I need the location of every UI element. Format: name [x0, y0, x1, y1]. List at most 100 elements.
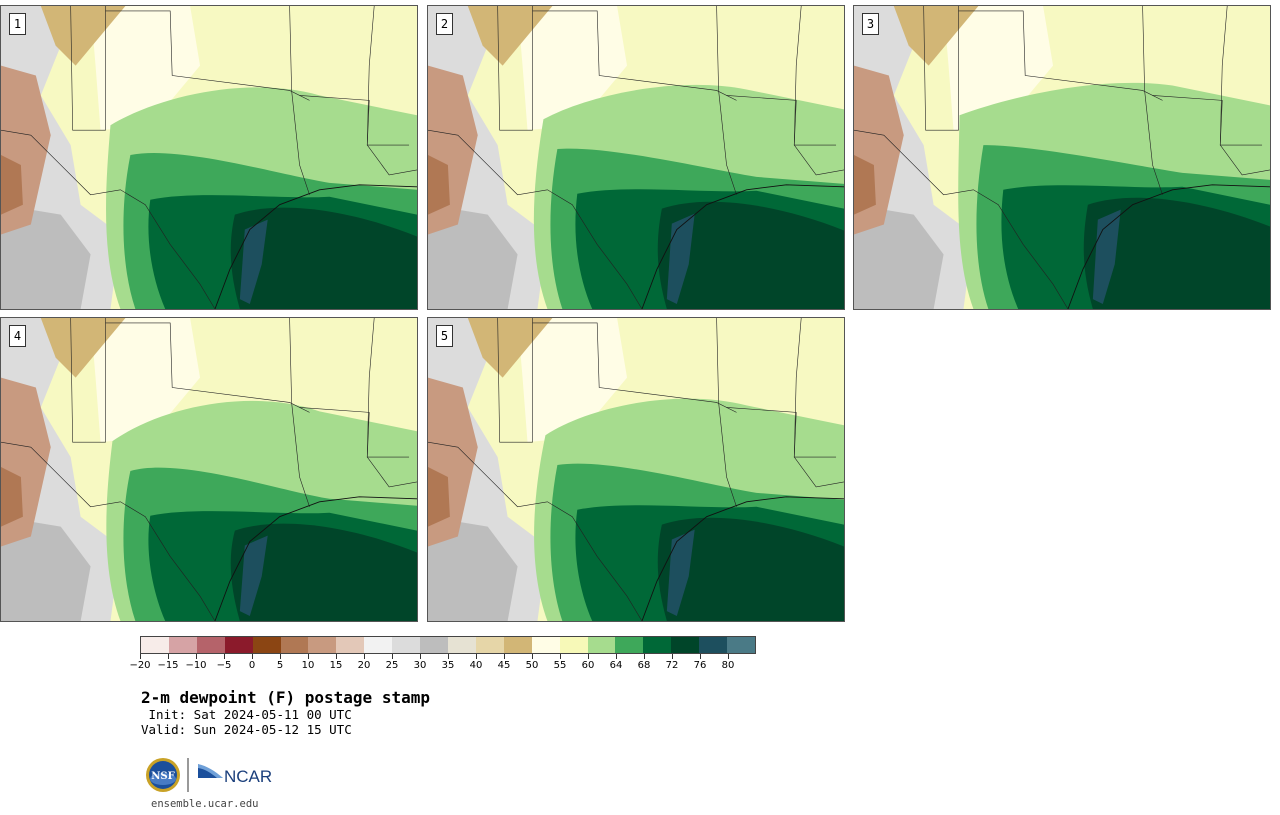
field-50 — [943, 6, 1054, 131]
colorbar-ticks: −20 −15 −10 −5 0 5 10 15 20 25 30 35 40 45 50 55 60 64 68 7… — [129, 654, 756, 676]
colorbar-swatch-17 — [615, 637, 644, 653]
colorbar-tick-label: 72 — [665, 660, 679, 671]
nsf-text: NSF — [151, 771, 174, 782]
colorbar-swatch-20 — [699, 637, 728, 653]
colorbar-tick-label: 76 — [693, 660, 707, 671]
colorbar-swatch-11 — [447, 637, 476, 653]
colorbar-tick — [700, 654, 701, 659]
field-5 — [428, 467, 450, 527]
dewpoint-map-5 — [428, 318, 844, 621]
field-45 — [467, 6, 553, 66]
nsf-ncar-logo: NSF NCAR — [146, 758, 272, 792]
stamp-panel-4: 4 — [0, 317, 418, 622]
panel-number: 1 — [9, 13, 26, 35]
colorbar-tick — [420, 654, 421, 659]
field-72 — [657, 517, 844, 621]
boundary-ok — [105, 322, 310, 413]
colorbar-tick-label: 30 — [413, 660, 427, 671]
colorbar-tick — [476, 654, 477, 659]
boundary-ok — [958, 10, 1163, 101]
colorbar-swatch-8 — [364, 637, 393, 653]
boundary-ok — [532, 322, 737, 413]
colorbar-tick-label: 0 — [248, 660, 256, 671]
colorbar-tick-label: 40 — [469, 660, 483, 671]
colorbar-tick-label: 68 — [637, 660, 651, 671]
coastline — [214, 184, 417, 309]
colorbar-swatch-4 — [252, 637, 281, 653]
page-title: 2-m dewpoint (F) postage stamp — [141, 688, 430, 707]
colorbar-tick-label: 25 — [385, 660, 399, 671]
field-72 — [657, 201, 844, 309]
field-30 — [1, 204, 91, 309]
colorbar-tick-label: 55 — [553, 660, 567, 671]
boundary-ok — [532, 10, 737, 101]
boundary-nm — [497, 6, 533, 131]
colorbar-tick-label: 50 — [525, 660, 539, 671]
boundary-ar — [726, 407, 837, 458]
boundary-tx-la — [1142, 6, 1163, 195]
field-50 — [517, 318, 628, 443]
boundary-tx-la — [289, 318, 310, 507]
field-5 — [1, 467, 23, 527]
field-45 — [467, 318, 553, 378]
field-5 — [1, 155, 23, 215]
boundary-nm — [70, 6, 106, 131]
boundary-ar — [299, 95, 410, 146]
colorbar-tick — [588, 654, 589, 659]
colorbar-tick — [140, 654, 141, 659]
colorbar-tick-label: −10 — [185, 660, 207, 671]
colorbar-tick-label: 60 — [581, 660, 595, 671]
coastline — [214, 496, 417, 621]
colorbar-tick-label: 35 — [441, 660, 455, 671]
stamp-panel-5: 5 — [427, 317, 845, 622]
field-30 — [1, 516, 91, 621]
field-50 — [517, 6, 628, 131]
boundary-rio-grande — [428, 129, 643, 309]
stamp-panel-1: 1 — [0, 5, 418, 310]
field-76 — [1092, 209, 1121, 305]
boundary-nm — [923, 6, 959, 131]
panel-number: 5 — [436, 325, 453, 347]
colorbar-tick — [448, 654, 449, 659]
boundary-ar — [726, 95, 837, 146]
colorbar-swatch-0 — [141, 637, 169, 653]
dewpoint-map-4 — [1, 318, 417, 621]
boundary-rio-grande — [1, 441, 216, 621]
boundary-rio-grande — [428, 441, 643, 621]
colorbar-swatch-7 — [336, 637, 365, 653]
colorbar-tick — [196, 654, 197, 659]
boundary-ms — [366, 6, 417, 176]
colorbar-tick — [616, 654, 617, 659]
colorbar-tick — [280, 654, 281, 659]
colorbar-tick-label: 64 — [609, 660, 623, 671]
field-45 — [40, 6, 126, 66]
field-45 — [893, 6, 979, 66]
field-5 — [428, 155, 450, 215]
colorbar-tick-label: 15 — [329, 660, 343, 671]
colorbar-tick — [560, 654, 561, 659]
colorbar — [140, 636, 756, 654]
colorbar-swatch-16 — [587, 637, 616, 653]
colorbar-tick — [644, 654, 645, 659]
colorbar-swatch-5 — [280, 637, 309, 653]
coastline — [641, 184, 844, 309]
colorbar-swatch-9 — [392, 637, 421, 653]
colorbar-tick-label: −20 — [129, 660, 151, 671]
boundary-tx-la — [716, 6, 737, 195]
colorbar-swatch-12 — [475, 637, 504, 653]
field-76 — [239, 219, 268, 305]
boundary-ms — [1219, 6, 1270, 176]
colorbar-tick — [308, 654, 309, 659]
colorbar-tick-label: 5 — [276, 660, 284, 671]
boundary-rio-grande — [1, 129, 216, 309]
field-45 — [40, 318, 126, 378]
field-76 — [666, 529, 695, 617]
colorbar-tick-label: 10 — [301, 660, 315, 671]
field-30 — [428, 204, 518, 309]
colorbar-tick — [392, 654, 393, 659]
dewpoint-map-1 — [1, 6, 417, 309]
colorbar-tick — [336, 654, 337, 659]
colorbar-swatch-15 — [559, 637, 588, 653]
colorbar-swatch-14 — [531, 637, 560, 653]
colorbar-swatch-21 — [727, 637, 755, 653]
